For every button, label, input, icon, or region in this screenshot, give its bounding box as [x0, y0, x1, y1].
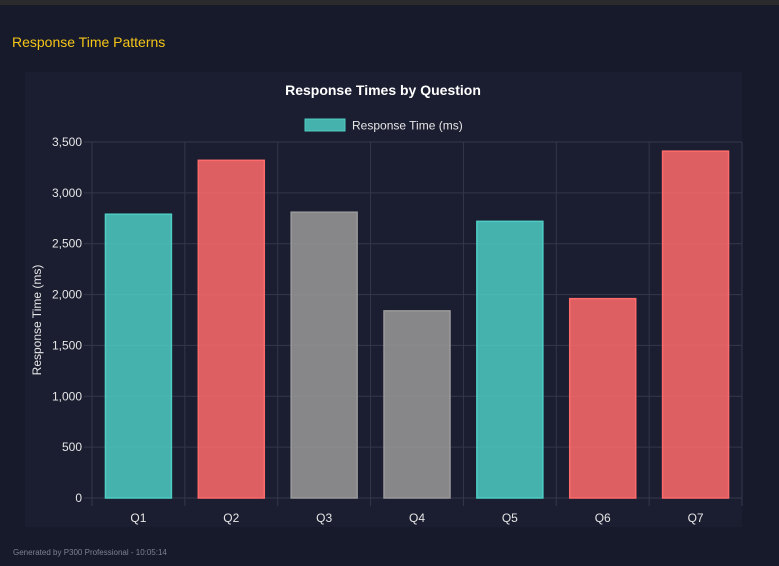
- x-tick-label: Q3: [316, 511, 332, 525]
- y-tick-label: 2,500: [52, 237, 82, 251]
- y-tick-label: 1,000: [52, 389, 82, 403]
- y-tick-label: 1,500: [52, 338, 82, 352]
- y-axis-label: Response Time (ms): [30, 265, 44, 376]
- top-bar: [0, 0, 779, 5]
- footer-text: Generated by P300 Professional - 10:05:1…: [13, 548, 167, 557]
- x-tick-label: Q7: [688, 511, 704, 525]
- x-tick-label: Q6: [595, 511, 611, 525]
- y-tick-label: 3,000: [52, 186, 82, 200]
- bar-q1: [104, 213, 173, 499]
- y-tick-label: 3,500: [52, 135, 82, 149]
- legend-swatch: [304, 118, 346, 132]
- x-tick-label: Q5: [502, 511, 518, 525]
- chart-title: Response Times by Question: [285, 82, 481, 98]
- bar-q7: [661, 150, 730, 499]
- y-tick-label: 2,000: [52, 288, 82, 302]
- bar-q3: [290, 211, 358, 499]
- y-tick-label: 500: [62, 440, 82, 454]
- legend-label: Response Time (ms): [352, 119, 463, 133]
- bar-q4: [383, 310, 451, 499]
- x-tick-label: Q1: [130, 511, 146, 525]
- bar-q6: [568, 297, 637, 499]
- x-tick-label: Q4: [409, 511, 425, 525]
- x-tick-label: Q2: [223, 511, 239, 525]
- section-title: Response Time Patterns: [12, 34, 166, 50]
- bar-q2: [197, 159, 266, 499]
- bar-q5: [476, 220, 544, 499]
- y-tick-label: 0: [75, 491, 82, 505]
